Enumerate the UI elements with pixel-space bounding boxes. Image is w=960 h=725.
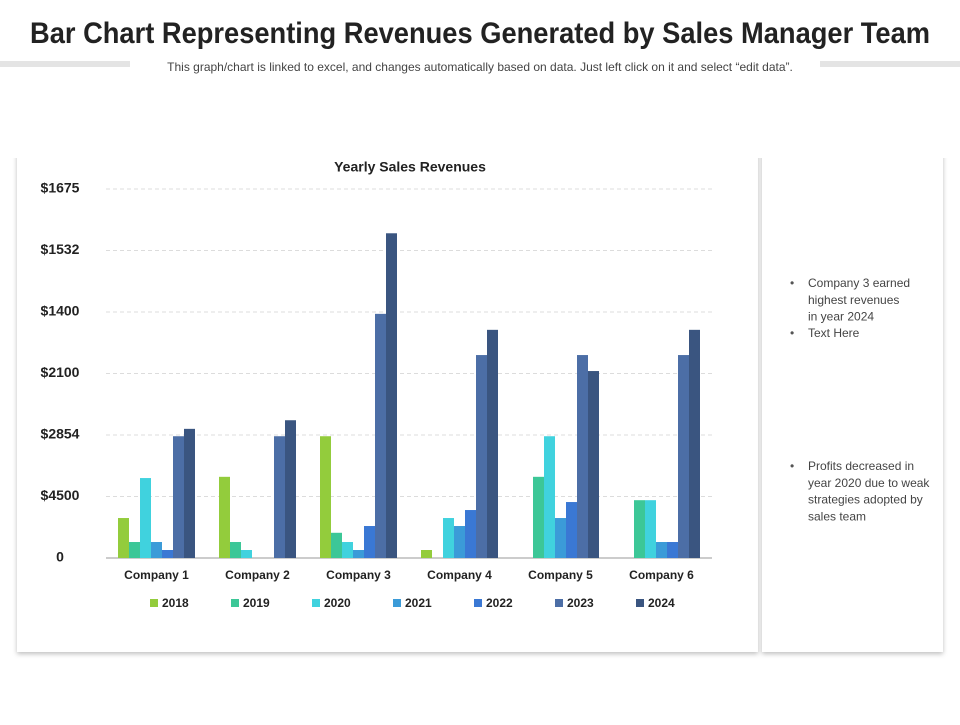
legend-label: 2020 — [324, 596, 351, 610]
legend-label: 2023 — [567, 596, 594, 610]
bar — [533, 476, 544, 558]
bar — [151, 542, 162, 558]
bar — [140, 478, 151, 558]
notes-card — [762, 150, 943, 652]
x-tick-label: Company 1 — [124, 568, 189, 582]
bar — [342, 542, 353, 558]
bar — [386, 233, 397, 558]
y-tick-label: $1532 — [41, 241, 80, 257]
x-tick-label: Company 6 — [629, 568, 694, 582]
note-text: strategies adopted by — [808, 493, 923, 507]
y-tick-label: 0 — [56, 549, 64, 565]
bar — [285, 420, 296, 558]
bar — [588, 371, 599, 558]
legend-swatch — [231, 599, 239, 607]
legend-label: 2019 — [243, 596, 270, 610]
note-text: sales team — [808, 509, 866, 523]
x-tick-label: Company 2 — [225, 568, 290, 582]
y-tick-label: $2854 — [41, 426, 80, 442]
note-text: Company 3 earned — [808, 276, 910, 290]
bar — [667, 542, 678, 558]
bar — [689, 329, 700, 558]
page-title: Bar Chart Representing Revenues Generate… — [30, 17, 930, 50]
bar — [678, 355, 689, 558]
bar — [465, 510, 476, 558]
x-tick-label: Company 3 — [326, 568, 391, 582]
note-text: highest revenues — [808, 293, 899, 307]
legend-label: 2024 — [648, 596, 675, 610]
bar — [634, 500, 645, 558]
note-text: year 2020 due to weak — [808, 476, 930, 490]
bar — [443, 518, 454, 558]
bar — [421, 550, 432, 558]
bar — [320, 436, 331, 558]
bar — [230, 542, 241, 558]
bar — [476, 355, 487, 558]
legend-swatch — [312, 599, 320, 607]
legend-swatch — [474, 599, 482, 607]
y-tick-label: $4500 — [41, 487, 80, 503]
bar — [656, 542, 667, 558]
bar — [487, 329, 498, 558]
bar — [544, 436, 555, 558]
bar — [274, 436, 285, 558]
x-tick-label: Company 5 — [528, 568, 593, 582]
chart-title: Yearly Sales Revenues — [334, 159, 486, 175]
bar — [184, 428, 195, 558]
bar — [162, 550, 173, 558]
bar — [173, 436, 184, 558]
bar — [241, 550, 252, 558]
x-tick-label: Company 4 — [427, 568, 492, 582]
card-top-mask — [0, 140, 960, 158]
note-bullet: • — [790, 326, 794, 340]
bar — [555, 518, 566, 558]
legend-label: 2018 — [162, 596, 189, 610]
bar — [129, 542, 140, 558]
bar — [364, 526, 375, 558]
legend-swatch — [150, 599, 158, 607]
legend-swatch — [636, 599, 644, 607]
legend-swatch — [393, 599, 401, 607]
y-tick-label: $2100 — [41, 364, 80, 380]
bar — [353, 550, 364, 558]
note-bullet: • — [790, 276, 794, 290]
bar — [375, 313, 386, 558]
note-text: Profits decreased in — [808, 459, 914, 473]
bar — [566, 502, 577, 558]
bar — [577, 355, 588, 558]
legend-swatch — [555, 599, 563, 607]
page-subtitle: This graph/chart is linked to excel, and… — [167, 60, 793, 74]
bar — [118, 518, 129, 558]
bar — [454, 526, 465, 558]
note-text: in year 2024 — [808, 310, 874, 324]
bar — [219, 476, 230, 558]
bar — [331, 532, 342, 558]
legend-label: 2021 — [405, 596, 432, 610]
note-bullet: • — [790, 459, 794, 473]
y-tick-label: $1400 — [41, 303, 80, 319]
bar — [645, 500, 656, 558]
legend-label: 2022 — [486, 596, 513, 610]
note-text: Text Here — [808, 326, 860, 340]
y-tick-label: $1675 — [41, 180, 80, 196]
